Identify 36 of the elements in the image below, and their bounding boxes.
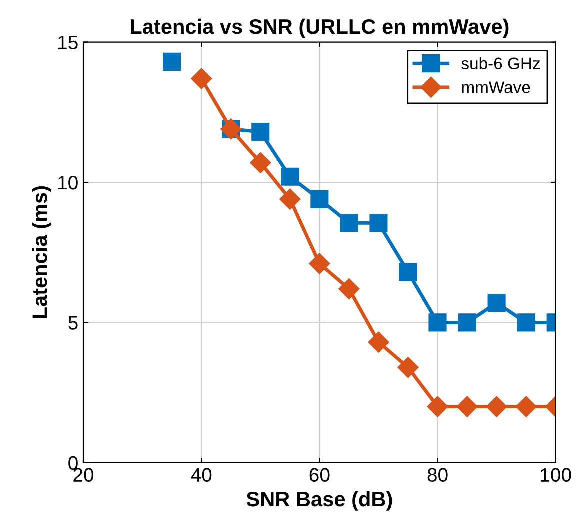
point bbox=[488, 294, 506, 312]
point bbox=[250, 152, 272, 174]
point bbox=[370, 214, 388, 232]
point bbox=[458, 314, 476, 332]
point bbox=[281, 168, 300, 186]
y-tick-label: 10 bbox=[58, 176, 78, 190]
point bbox=[517, 314, 536, 332]
point bbox=[516, 396, 537, 418]
point bbox=[338, 278, 360, 300]
y-tick-label: 15 bbox=[58, 36, 78, 50]
point bbox=[340, 214, 358, 232]
legend-label: sub-6 GHz bbox=[462, 57, 540, 70]
y-axis-title: Latencia (ms) bbox=[32, 186, 52, 318]
point bbox=[398, 357, 419, 378]
x-tick-label: 20 bbox=[74, 468, 94, 482]
legend-label: mmWave bbox=[462, 82, 530, 94]
point bbox=[309, 253, 330, 274]
y-tick-label: 5 bbox=[68, 316, 78, 330]
point bbox=[191, 68, 212, 90]
point bbox=[399, 263, 418, 282]
point bbox=[486, 396, 508, 418]
x-tick-label: 80 bbox=[428, 468, 448, 482]
x-axis-title: SNR Base (dB) bbox=[246, 491, 392, 511]
point bbox=[310, 190, 329, 208]
point bbox=[163, 52, 182, 71]
y-tick-label: 0 bbox=[68, 456, 78, 470]
x-tick-label: 60 bbox=[310, 468, 330, 482]
x-tick-label: 100 bbox=[541, 468, 572, 482]
point bbox=[280, 188, 301, 210]
chart-title: Latencia vs SNR (URLLC en mmWave) bbox=[131, 18, 509, 38]
point bbox=[252, 123, 270, 142]
point bbox=[368, 332, 390, 353]
point bbox=[456, 396, 478, 418]
point bbox=[428, 314, 447, 332]
point bbox=[427, 396, 448, 418]
x-tick-label: 40 bbox=[191, 468, 212, 482]
